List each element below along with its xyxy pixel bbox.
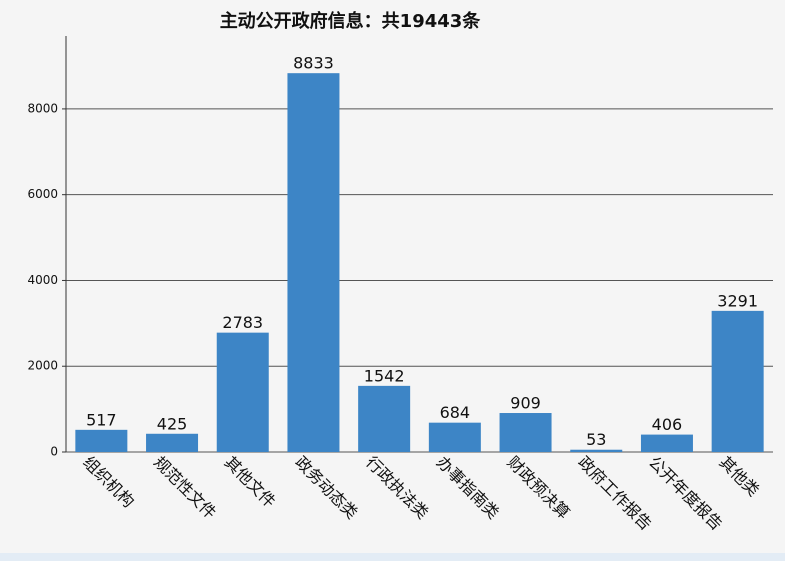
- y-tick-label: 6000: [27, 187, 58, 201]
- bar: [711, 310, 764, 452]
- y-tick-label: 0: [50, 445, 58, 459]
- value-label: 8833: [293, 54, 334, 73]
- value-label: 425: [157, 414, 188, 433]
- y-tick-label: 2000: [27, 359, 58, 373]
- bar: [358, 385, 411, 452]
- bar: [75, 429, 128, 452]
- value-label: 1542: [364, 366, 405, 385]
- value-label: 406: [652, 415, 683, 434]
- bar: [216, 332, 269, 452]
- chart-title: 主动公开政府信息：共19443条: [220, 10, 482, 32]
- value-label: 3291: [717, 291, 758, 310]
- value-label: 53: [586, 430, 606, 449]
- bar: [570, 449, 623, 452]
- value-label: 517: [86, 410, 117, 429]
- bar: [428, 422, 481, 452]
- y-tick-label: 4000: [27, 273, 58, 287]
- bar: [640, 434, 693, 452]
- y-tick-label: 8000: [27, 101, 58, 115]
- bar: [499, 413, 552, 452]
- value-label: 684: [440, 403, 471, 422]
- bottom-strip: [0, 553, 785, 561]
- bar: [287, 73, 340, 452]
- bar: [146, 433, 199, 452]
- value-label: 2783: [222, 313, 263, 332]
- value-label: 909: [510, 394, 541, 413]
